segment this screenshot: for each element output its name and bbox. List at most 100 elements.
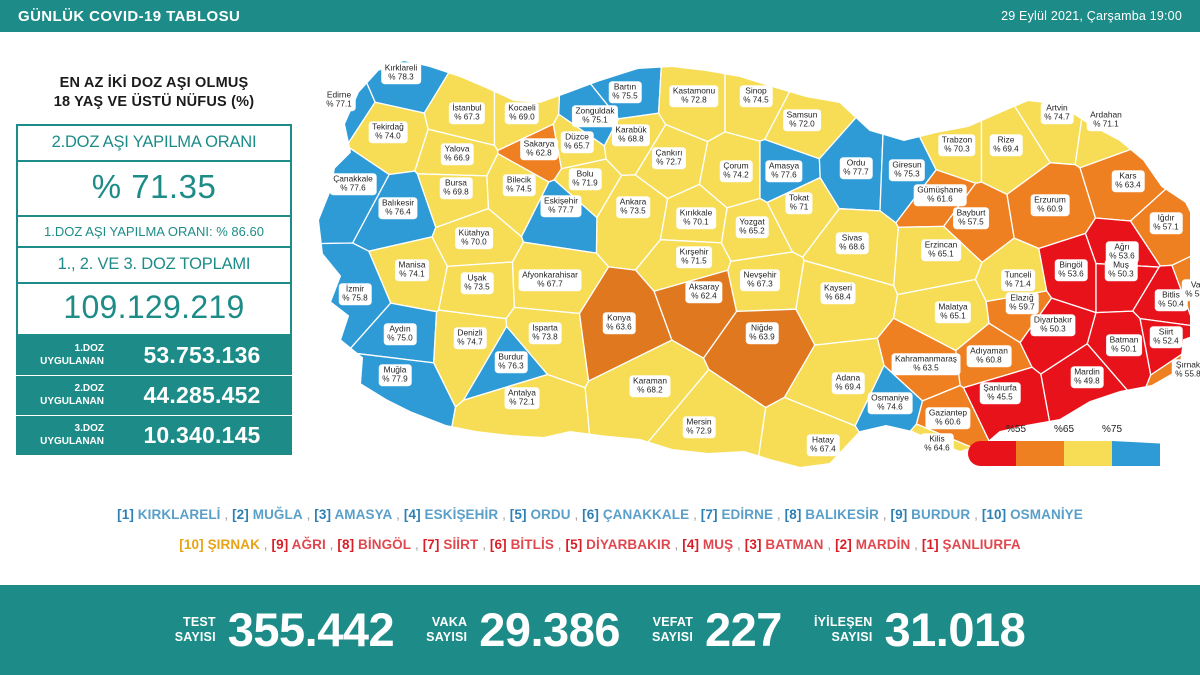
stat-iyilesen-sayisi: İYİLEŞEN SAYISI 31.018 — [798, 605, 1041, 655]
list-separator: , — [392, 507, 404, 522]
second-dose-rate-label: 2.DOZ AŞI YAPILMA ORANI — [18, 126, 290, 162]
map-province-muğla[interactable] — [300, 351, 457, 485]
dose-1-label-line2: UYGULANAN — [40, 355, 104, 367]
rank-index: [1] — [117, 507, 138, 522]
stat-vaka-label-line2: SAYISI — [426, 630, 468, 644]
stat-vaka-sayisi: VAKA SAYISI 29.386 — [410, 605, 636, 655]
rank-index: [6] — [489, 537, 511, 552]
rank-index: [10] — [179, 537, 208, 552]
top-provinces-list: [1] KIRKLARELİ , [2] MUĞLA , [3] AMASYA … — [0, 500, 1200, 530]
dose-1-value: 53.753.136 — [143, 342, 261, 368]
dose-3-value: 10.340.145 — [143, 422, 261, 448]
rank-index: [6] — [582, 507, 603, 522]
list-separator: , — [733, 537, 745, 552]
report-datetime: 29 Eylül 2021, Çarşamba 19:00 — [1001, 9, 1182, 23]
legend-tick-1: %65 — [1053, 424, 1075, 435]
stat-iyilesen-value: 31.018 — [884, 603, 1026, 656]
legend-segment-blue — [1112, 441, 1160, 466]
total-doses-value: 109.129.219 — [63, 289, 245, 325]
stat-test-value: 355.442 — [227, 603, 395, 656]
list-separator: , — [689, 507, 701, 522]
map-province-uşak[interactable] — [437, 261, 516, 320]
rank-index: [5] — [565, 537, 587, 552]
rank-province-name: KIRKLARELİ — [137, 507, 221, 522]
dose-2-label-line1: 2.DOZ — [74, 383, 104, 394]
rank-index: [2] — [835, 537, 856, 552]
vaccination-panel: EN AZ İKİ DOZ AŞI OLMUŞ 18 YAŞ VE ÜSTÜ N… — [16, 74, 292, 455]
rank-province-name: AĞRI — [291, 537, 326, 552]
stat-vaka-value: 29.386 — [479, 603, 620, 656]
total-doses-label: 1., 2. VE 3. DOZ TOPLAMI — [18, 248, 290, 284]
dose-3-label: 3.DOZ UYGULANAN — [16, 416, 112, 455]
dose-breakdown-table: 1.DOZ UYGULANAN 53.753.136 2.DOZ UYGULAN… — [16, 336, 292, 455]
stat-iyilesen-label-line2: SAYISI — [831, 630, 873, 644]
rank-index: [8] — [784, 507, 806, 522]
table-row: 1.DOZ UYGULANAN 53.753.136 — [16, 336, 292, 376]
list-separator: , — [498, 507, 510, 522]
rank-province-name: MARDİN — [855, 537, 911, 552]
rank-index: [7] — [422, 537, 444, 552]
list-separator: , — [773, 507, 785, 522]
rank-province-name: ŞIRNAK — [207, 537, 260, 552]
rank-province-name: BİTLİS — [510, 537, 554, 552]
stat-test-sayisi: TEST SAYISI 355.442 — [159, 605, 410, 655]
legend-segment-red — [968, 441, 1016, 466]
rank-province-name: BALIKESİR — [805, 507, 879, 522]
map-province-nevşehir[interactable] — [727, 251, 805, 313]
rank-province-name: BİNGÖL — [358, 537, 412, 552]
rank-province-name: BURDUR — [911, 507, 971, 522]
stat-test-label: TEST SAYISI — [175, 615, 216, 645]
stat-iyilesen-label: İYİLEŞEN SAYISI — [814, 615, 873, 645]
daily-stats-bar: TEST SAYISI 355.442 VAKA SAYISI 29.386 V… — [0, 585, 1200, 675]
stat-test-label-line1: TEST — [183, 615, 216, 629]
dose-3-label-line2: UYGULANAN — [40, 435, 104, 447]
list-separator: , — [553, 537, 566, 552]
dose-2-label-line2: UYGULANAN — [40, 395, 104, 407]
rank-province-name: OSMANİYE — [1010, 507, 1083, 522]
page-title: GÜNLÜK COVID-19 TABLOSU — [18, 7, 241, 25]
list-separator: , — [302, 507, 315, 522]
stat-test-label-line2: SAYISI — [174, 630, 216, 644]
dose-1-label: 1.DOZ UYGULANAN — [16, 336, 112, 375]
rank-province-name: ESKİŞEHİR — [424, 507, 499, 522]
rank-index: [8] — [337, 537, 359, 552]
rank-index: [2] — [232, 507, 253, 522]
map-province-ardahan[interactable] — [1074, 40, 1190, 169]
legend-segment-yellow — [1064, 441, 1112, 466]
list-separator: , — [478, 537, 490, 552]
list-separator: , — [325, 537, 338, 552]
rank-province-name: EDİRNE — [721, 507, 774, 522]
rank-index: [5] — [509, 507, 531, 522]
dose-2-label: 2.DOZ UYGULANAN — [16, 376, 112, 415]
rank-province-name: SİİRT — [443, 537, 479, 552]
list-separator: , — [878, 507, 891, 522]
rank-province-name: DİYARBAKIR — [586, 537, 671, 552]
rank-province-name: ÇANAKKALE — [602, 507, 690, 522]
legend-tick-2: %75 — [1101, 424, 1123, 435]
stat-vefat-label-line1: VEFAT — [652, 615, 694, 629]
vaccination-heading-line1: EN AZ İKİ DOZ AŞI OLMUŞ — [59, 75, 249, 91]
list-separator: , — [220, 507, 233, 522]
stat-vefat-label-line2: SAYISI — [651, 630, 694, 644]
list-separator: , — [823, 537, 836, 552]
map-province-van[interactable] — [1171, 236, 1190, 337]
rank-province-name: BATMAN — [765, 537, 824, 552]
dose-2-value: 44.285.452 — [143, 382, 261, 408]
vaccination-heading-line2: 18 YAŞ VE ÜSTÜ NÜFUS (%) — [53, 94, 255, 110]
rank-index: [9] — [271, 537, 292, 552]
list-separator: , — [570, 507, 583, 522]
stat-vefat-sayisi: VEFAT SAYISI 227 — [636, 605, 798, 655]
second-dose-rate-value: % 71.35 — [18, 162, 290, 217]
dose-3-label-line1: 3.DOZ — [74, 423, 104, 434]
rank-index: [7] — [700, 507, 722, 522]
rank-index: [1] — [921, 537, 943, 552]
legend-tick-labels: %55 %65 %75 — [968, 424, 1160, 440]
turkey-vaccination-map: Kırklareli% 78.3 Edirne% 77.1 Tekirdağ% 74… — [300, 40, 1200, 485]
rank-province-name: MUŞ — [702, 537, 734, 552]
stat-vefat-label: VEFAT SAYISI — [652, 615, 693, 645]
table-row: 3.DOZ UYGULANAN 10.340.145 — [16, 416, 292, 455]
table-row: 2.DOZ UYGULANAN 44.285.452 — [16, 376, 292, 416]
stat-vefat-value: 227 — [705, 603, 782, 656]
list-separator: , — [411, 537, 423, 552]
